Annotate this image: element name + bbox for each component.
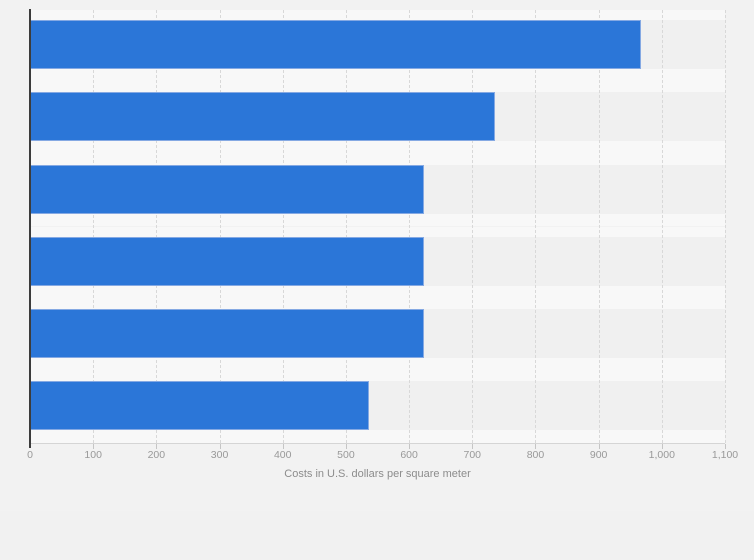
bar[interactable]	[30, 236, 424, 286]
gridline	[725, 10, 726, 443]
bottom-panel	[0, 511, 754, 560]
x-tick-label: 300	[210, 449, 229, 461]
axis-tick	[409, 444, 411, 449]
axis-tick	[219, 444, 221, 449]
x-tick-label: 900	[589, 449, 608, 461]
gridline	[345, 10, 347, 443]
gridline	[282, 10, 284, 443]
gridline	[661, 10, 663, 443]
axis-tick	[598, 444, 600, 449]
bar[interactable]	[30, 381, 370, 431]
axis-tick	[472, 444, 474, 449]
gridline	[219, 10, 221, 443]
gridline	[472, 10, 474, 443]
x-tick-label: 400	[273, 449, 292, 461]
gridline	[93, 10, 95, 443]
axis-tick	[282, 444, 284, 449]
x-tick-label: 700	[463, 449, 482, 461]
x-tick-label: 1,100	[711, 449, 739, 461]
bar[interactable]	[30, 308, 424, 358]
axis-tick	[93, 444, 95, 449]
x-tick-label: 200	[147, 449, 166, 461]
axis-tick	[725, 444, 726, 449]
gridline	[409, 10, 411, 443]
gridline	[535, 10, 537, 443]
y-axis-line	[29, 9, 31, 448]
x-axis-title: Costs in U.S. dollars per square meter	[284, 468, 471, 480]
x-axis-baseline	[30, 443, 725, 444]
gridline	[156, 10, 158, 443]
x-tick-label: 100	[84, 449, 102, 461]
x-tick-label: 1,000	[648, 449, 675, 461]
bar[interactable]	[30, 20, 641, 70]
axis-tick	[661, 444, 663, 449]
gridline	[598, 10, 600, 443]
x-tick-label: 800	[526, 449, 545, 461]
x-tick-label: 500	[337, 449, 355, 461]
plot-area	[30, 10, 726, 443]
axis-tick	[345, 444, 347, 449]
bar[interactable]	[30, 164, 424, 214]
axis-tick	[156, 444, 158, 449]
axis-tick	[535, 444, 537, 449]
x-tick-label: 0	[27, 449, 33, 461]
bar[interactable]	[30, 92, 496, 142]
x-tick-label: 600	[400, 449, 418, 461]
